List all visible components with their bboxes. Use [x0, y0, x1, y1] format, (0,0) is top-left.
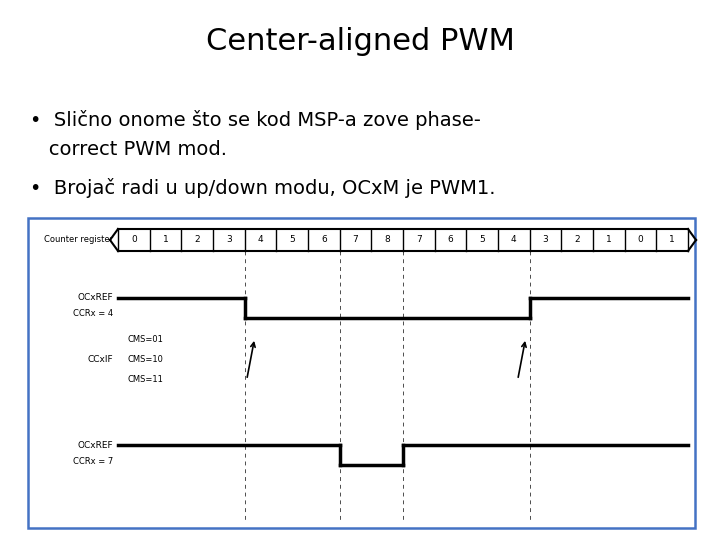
- Text: 5: 5: [289, 235, 295, 245]
- Text: correct PWM mod.: correct PWM mod.: [30, 140, 227, 159]
- Text: CCRx = 4: CCRx = 4: [73, 309, 113, 319]
- Text: 2: 2: [194, 235, 200, 245]
- Bar: [28, 218, 695, 528]
- Text: OCxREF: OCxREF: [77, 294, 113, 302]
- Text: 7: 7: [353, 235, 359, 245]
- Text: 0: 0: [131, 235, 137, 245]
- Text: 7: 7: [416, 235, 422, 245]
- Text: 8: 8: [384, 235, 390, 245]
- Text: 4: 4: [511, 235, 517, 245]
- Text: 1: 1: [670, 235, 675, 245]
- Text: Counter register: Counter register: [44, 235, 113, 245]
- Text: 4: 4: [258, 235, 264, 245]
- Text: OCxREF: OCxREF: [77, 441, 113, 449]
- Text: 2: 2: [575, 235, 580, 245]
- Text: CMS=01: CMS=01: [128, 335, 164, 345]
- Text: Center-aligned PWM: Center-aligned PWM: [206, 28, 514, 57]
- Text: 3: 3: [543, 235, 549, 245]
- Text: CMS=11: CMS=11: [128, 375, 164, 384]
- Text: 0: 0: [638, 235, 644, 245]
- Text: •  Slično onome što se kod MSP-a zove phase-: • Slično onome što se kod MSP-a zove pha…: [30, 110, 481, 130]
- Text: 6: 6: [448, 235, 454, 245]
- Text: 1: 1: [163, 235, 168, 245]
- Text: 3: 3: [226, 235, 232, 245]
- Text: CCxIF: CCxIF: [87, 355, 113, 364]
- Text: 1: 1: [606, 235, 612, 245]
- Text: CCRx = 7: CCRx = 7: [73, 456, 113, 465]
- Text: •  Brojač radi u up/down modu, OCxM je PWM1.: • Brojač radi u up/down modu, OCxM je PW…: [30, 178, 495, 198]
- Text: 5: 5: [480, 235, 485, 245]
- Text: 6: 6: [321, 235, 327, 245]
- Text: CMS=10: CMS=10: [128, 355, 164, 364]
